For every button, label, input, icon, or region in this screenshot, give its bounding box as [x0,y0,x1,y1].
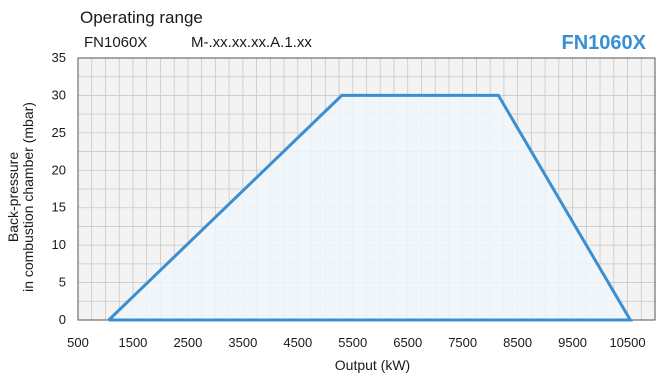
model-code: M-.xx.xx.xx.A.1.xx [191,34,312,51]
x-tick-label: 1500 [118,335,147,350]
x-ticks: 500 1500 2500 3500 4500 5500 6500 7500 8500 9500 1… [67,335,645,350]
x-tick-label: 6500 [393,335,422,350]
brand-label: FN1060X [561,32,647,54]
y-ticks: 0 5 10 15 20 25 30 35 [52,50,66,327]
x-axis-label: Output (kW) [335,357,410,373]
chart-title: Operating range [80,8,203,27]
y-tick-label: 10 [52,237,66,252]
model-name: FN1060X [84,34,148,51]
x-tick-label: 500 [67,335,89,350]
operating-range-line [107,93,633,322]
y-tick-label: 0 [59,312,66,327]
x-tick-label: 2500 [173,335,202,350]
x-tick-label: 8500 [503,335,532,350]
x-tick-label: 3500 [228,335,257,350]
x-tick-label: 7500 [448,335,477,350]
y-axis-label: Back-pressure in combustion chamber (mbar… [5,102,36,292]
y-tick-label: 15 [52,200,66,215]
x-tick-label: 5500 [338,335,367,350]
y-tick-label: 35 [52,50,66,65]
x-tick-label: 10500 [609,335,645,350]
y-tick-label: 5 [59,275,66,290]
y-tick-label: 30 [52,87,66,102]
operating-range-area [108,95,631,321]
x-tick-label: 9500 [558,335,587,350]
x-tick-label: 4500 [283,335,312,350]
y-axis-label-line: Back-pressure [5,152,21,242]
y-tick-label: 25 [52,125,66,140]
y-tick-label: 20 [52,162,66,177]
y-axis-label-line: in combustion chamber (mbar) [20,102,36,292]
